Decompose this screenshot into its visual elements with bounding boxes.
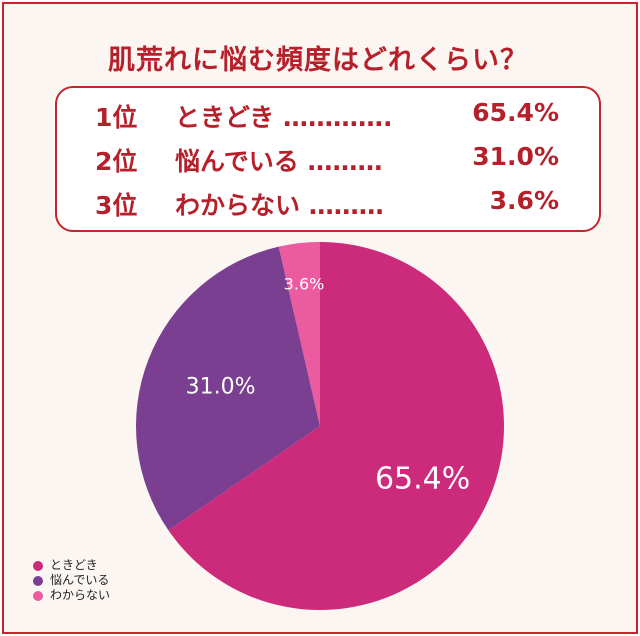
chart-title: 肌荒れに悩む頻度はどれくらい？ [108, 45, 528, 76]
legend-item: わからない [33, 588, 110, 603]
rank-label: 悩んでいる ……… [175, 147, 383, 176]
rank-position: 2位 [95, 147, 138, 176]
legend-swatch [33, 560, 43, 571]
chart-legend: ときどき 悩んでいる わからない [33, 558, 110, 603]
legend-label: ときどき [50, 558, 98, 572]
legend-label: 悩んでいる [50, 573, 110, 587]
legend-swatch [33, 575, 43, 586]
rank-label: ときどき …………. [175, 103, 393, 132]
pie-slice [168, 242, 504, 610]
rank-label: わからない ……… [175, 191, 384, 220]
rank-position: 3位 [95, 191, 138, 220]
rank-value: 3.6% [489, 186, 559, 215]
ranking-row: 3位 わからない ……… 3.6% [57, 182, 599, 222]
rank-position: 1位 [95, 103, 138, 132]
ranking-row: 2位 悩んでいる ……… 31.0% [57, 138, 599, 178]
pie-slice [278, 242, 320, 426]
ranking-box: 1位 ときどき …………. 65.4% 2位 悩んでいる ……… 31.0% 3… [55, 86, 601, 232]
legend-item: ときどき [33, 558, 110, 573]
rank-value: 65.4% [472, 98, 559, 127]
legend-swatch [33, 590, 43, 601]
slice-data-label: 3.6% [284, 275, 325, 294]
slice-data-label: 65.4% [375, 461, 470, 496]
legend-item: 悩んでいる [33, 573, 110, 588]
rank-value: 31.0% [472, 142, 559, 171]
pie-slice [135, 246, 320, 531]
ranking-row: 1位 ときどき …………. 65.4% [57, 94, 599, 134]
legend-label: わからない [50, 588, 111, 602]
slice-data-label: 31.0% [186, 374, 256, 399]
